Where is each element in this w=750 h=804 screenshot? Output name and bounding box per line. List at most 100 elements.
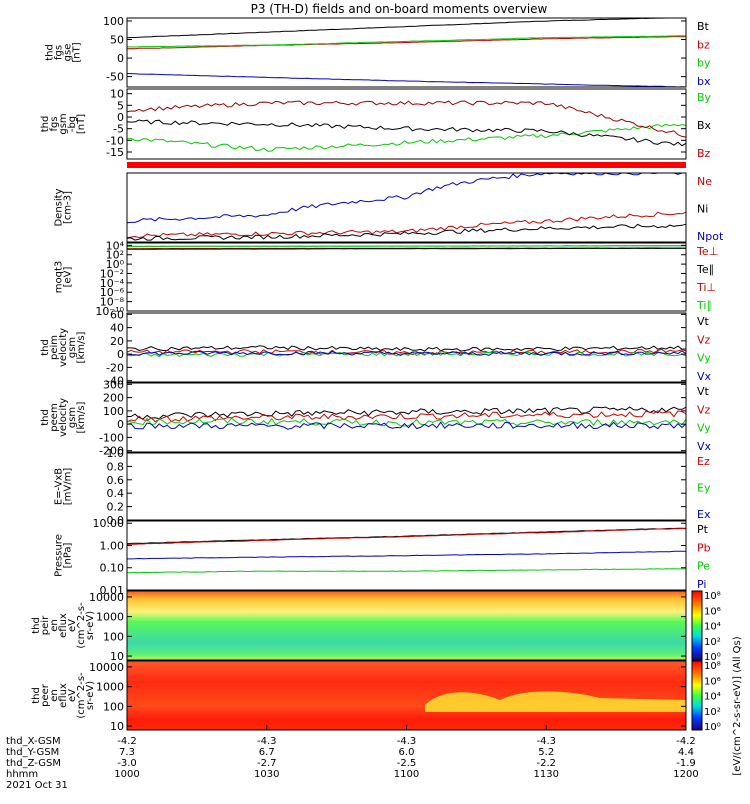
xtick-value: 1100 (394, 769, 419, 780)
colorbar-tick: 10⁶ (704, 676, 721, 687)
frame-temp (126, 242, 687, 312)
ytick-label: -50 (106, 71, 124, 84)
ylabel-line: fgs (54, 45, 65, 60)
ytick-label: 10 (110, 88, 124, 101)
ylabel-line: gsm (67, 407, 78, 428)
ylabel-line: sr-eV) (85, 681, 96, 710)
ytick-label: 10⁻² (100, 267, 124, 280)
ytick-label: 10⁻⁶ (100, 286, 125, 299)
ytick-label: 0 (117, 52, 124, 65)
frame-efield (126, 452, 687, 521)
legend-Vy: Vy (697, 352, 711, 365)
colorbar-tick: 10⁶ (704, 606, 721, 617)
ytick-label: -10 (106, 134, 124, 147)
xaxis-row-label: thd_Z-GSM (6, 758, 61, 769)
ytick-label: 100 (103, 700, 124, 713)
legend-bx: bx (697, 75, 711, 88)
legend-by: by (697, 57, 711, 70)
frame-peir_eflux (126, 590, 687, 661)
ytick-label: 50 (110, 34, 124, 47)
ylabel-line: peer (40, 683, 51, 707)
ytick-label: 10.00 (93, 517, 125, 530)
ytick-label: 0.6 (107, 474, 125, 487)
ylabel-line: [nT] (72, 42, 83, 62)
ytick-label: 10⁻⁴ (100, 277, 125, 290)
xtick-value: 1000 (114, 769, 139, 780)
ylabel-line: E=-VxB (54, 468, 65, 505)
xtick-value: 1200 (673, 769, 698, 780)
ylabel-line: peem (49, 403, 60, 431)
xtick-value: 1130 (534, 769, 559, 780)
legend-Pi: Pi (697, 578, 706, 591)
ytick-label: -5 (113, 123, 124, 136)
legend-Pt: Pt (697, 523, 709, 536)
xtick-value: 1030 (254, 769, 279, 780)
ylabel-line: [eV] (63, 267, 74, 288)
series-density-Ne (126, 211, 687, 239)
ylabel-line: fgs (49, 116, 60, 131)
xtick-value: 4.4 (678, 747, 694, 758)
ytick-label: 1.00 (100, 539, 125, 552)
ylabel-line: gsm (67, 337, 78, 358)
xtick-value: -1.9 (676, 758, 696, 769)
colorbar-tick: 10⁸ (704, 661, 721, 672)
spectrogram-peer_eflux (127, 661, 686, 730)
legend-Te∥: Te∥ (696, 263, 714, 276)
frame-fgs_gsm (126, 88, 687, 160)
ylabel-line: gse (63, 44, 74, 62)
ytick-label: 0 (117, 348, 124, 361)
ylabel-line: thd (31, 687, 42, 704)
ytick-label: 100 (103, 15, 124, 28)
series-fgs_gsm-By (126, 123, 687, 152)
ylabel-line: (cm^2-s- (76, 672, 87, 719)
legend-Pe: Pe (697, 560, 710, 573)
legend-Vt: Vt (697, 385, 710, 398)
legend-Npot: Npot (697, 230, 724, 243)
ytick-label: 0.8 (107, 460, 125, 473)
ylabel-line: thd (40, 409, 51, 426)
colorbar-tick: 10⁸ (704, 591, 721, 602)
colorbar-tick: 10⁰ (704, 722, 721, 733)
ylabel-line: Density (54, 188, 65, 226)
ylabel-line: moqt3 (54, 261, 65, 294)
ytick-label: 20 (110, 335, 124, 348)
ytick-label: 0 (117, 111, 124, 124)
legend-Bt: Bt (697, 20, 710, 33)
ytick-label: 100 (103, 630, 124, 643)
colorbar-tick: 10⁰ (704, 652, 721, 663)
ylabel-line: sr-eV) (85, 611, 96, 640)
colorbar-scale (691, 590, 703, 661)
ylabel-line: peim (49, 335, 60, 360)
frame-density (126, 172, 687, 243)
series-peem_vel-Vx (126, 421, 687, 430)
xtick-value: -4.3 (397, 736, 417, 747)
series-temp-Te∥ (126, 247, 686, 250)
legend-Ez: Ez (697, 455, 710, 468)
spectrogram-feature (425, 691, 686, 712)
ytick-label: 200 (103, 392, 124, 405)
frame-peim_vel (126, 312, 687, 383)
ytick-label: 0.01 (100, 584, 125, 597)
ylabel-line: thd (31, 617, 42, 634)
series-fgs_gse-bz (126, 36, 687, 50)
ytick-label: 0.4 (107, 487, 125, 500)
xtick-value: -4.2 (676, 736, 696, 747)
ytick-label: 60 (110, 308, 124, 321)
series-peim_vel-Vx (126, 350, 687, 356)
ylabel-line: thd (40, 339, 51, 356)
panel-efield: 1.00.80.60.40.20.0 E=-VxB[mV/m] Ez Ey Ex (54, 447, 711, 527)
series-pressure-Pb (126, 527, 687, 545)
series-peim_vel-Vt (127, 345, 687, 352)
ylabel-line: (cm^2-s- (76, 602, 87, 649)
ylabel-line: [km/s] (76, 331, 87, 363)
ylabel-line: [nPa] (63, 542, 74, 568)
ylabel-line: thd (45, 44, 56, 61)
ylabel-line: [nT] (76, 114, 87, 134)
ytick-label: 0.2 (107, 501, 125, 514)
ylabel-line: en (49, 619, 60, 632)
colorbar-tick: 10² (704, 637, 721, 648)
colorbar-tick: 10⁴ (704, 692, 721, 703)
